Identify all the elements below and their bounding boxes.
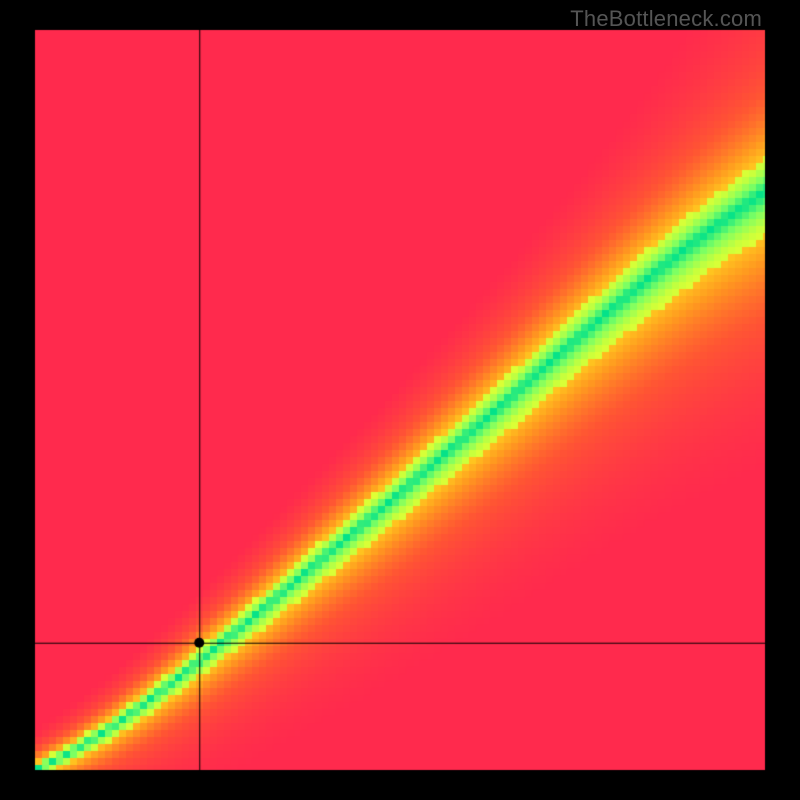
heatmap-canvas <box>0 0 800 800</box>
watermark-text: TheBottleneck.com <box>570 6 762 32</box>
chart-container: TheBottleneck.com <box>0 0 800 800</box>
